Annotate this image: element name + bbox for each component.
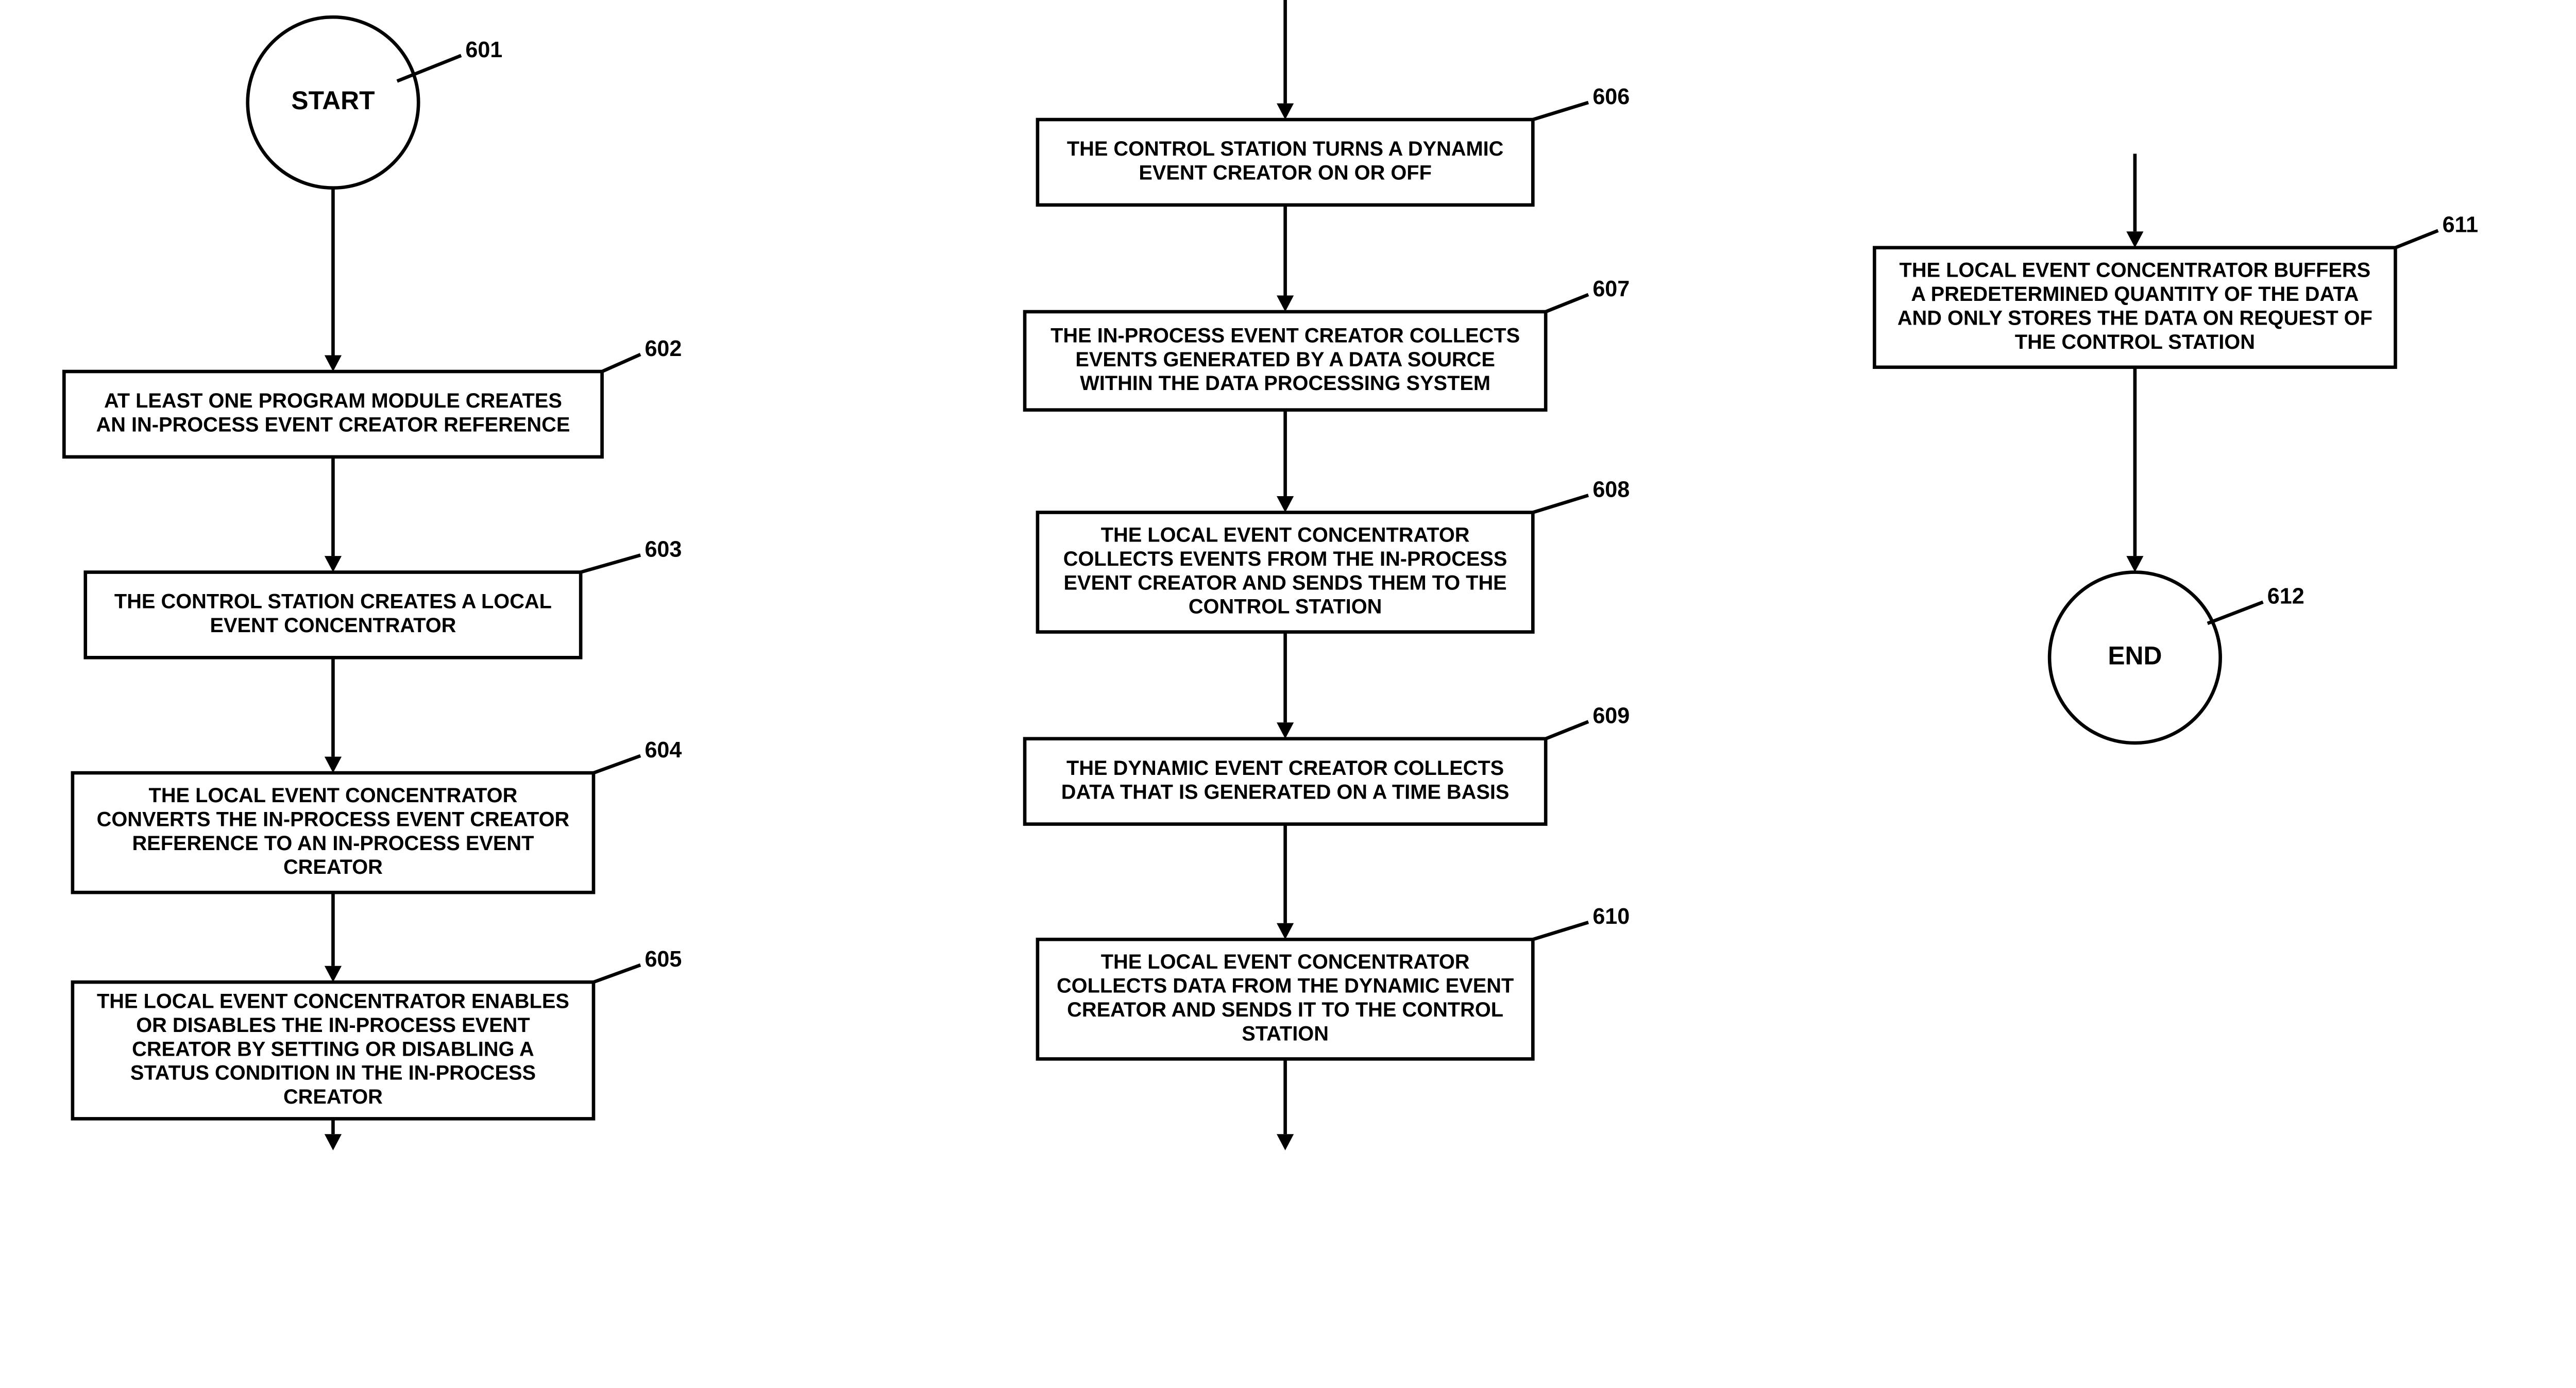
flow-box-text: COLLECTS DATA FROM THE DYNAMIC EVENT [1057, 975, 1514, 997]
ref-label-text: 602 [645, 336, 682, 361]
flow-box-text: STATION [1242, 1022, 1329, 1045]
flow-box-text: THE CONTROL STATION TURNS A DYNAMIC [1067, 138, 1504, 160]
ref-label-text: 611 [2443, 213, 2479, 238]
flow-box-text: STATUS CONDITION IN THE IN-PROCESS [130, 1062, 536, 1085]
flow-box-text: EVENT CREATOR ON OR OFF [1139, 162, 1432, 184]
flow-box-text: THE DYNAMIC EVENT CREATOR COLLECTS [1066, 757, 1504, 780]
flow-box-text: AN IN-PROCESS EVENT CREATOR REFERENCE [96, 414, 570, 436]
flow-box-text: THE IN-PROCESS EVENT CREATOR COLLECTS [1050, 324, 1520, 347]
ref-label-text: 603 [645, 537, 682, 562]
flowchart-root: AT LEAST ONE PROGRAM MODULE CREATESAN IN… [0, 0, 2576, 1150]
flow-box-text: THE LOCAL EVENT CONCENTRATOR [149, 784, 518, 807]
flow-box-text: DATA THAT IS GENERATED ON A TIME BASIS [1061, 781, 1510, 803]
flow-box: THE LOCAL EVENT CONCENTRATOR ENABLESOR D… [73, 982, 594, 1119]
flow-box: THE LOCAL EVENT CONCENTRATORCOLLECTS DAT… [1038, 939, 1533, 1059]
flow-box: THE LOCAL EVENT CONCENTRATORCOLLECTS EVE… [1038, 513, 1533, 632]
ref-label-text: 606 [1592, 84, 1630, 109]
flow-box-text: THE LOCAL EVENT CONCENTRATOR ENABLES [97, 990, 569, 1012]
flow-box: THE CONTROL STATION TURNS A DYNAMICEVENT… [1038, 120, 1533, 205]
flow-box-text: CONTROL STATION [1189, 596, 1382, 618]
end-node: END [2049, 572, 2221, 743]
flow-box-text: CREATOR AND SENDS IT TO THE CONTROL [1067, 998, 1503, 1021]
flow-box: THE IN-PROCESS EVENT CREATOR COLLECTSEVE… [1025, 312, 1546, 410]
flow-box-text: A PREDETERMINED QUANTITY OF THE DATA [1911, 283, 2359, 306]
flow-box-text: THE CONTROL STATION [2015, 331, 2255, 353]
flow-box-text: COLLECTS EVENTS FROM THE IN-PROCESS [1063, 548, 1507, 570]
flow-box-text: REFERENCE TO AN IN-PROCESS EVENT [132, 832, 534, 855]
flow-box-text: EVENTS GENERATED BY A DATA SOURCE [1075, 348, 1495, 371]
flow-box-text: WITHIN THE DATA PROCESSING SYSTEM [1080, 372, 1490, 395]
flow-box-text: EVENT CREATOR AND SENDS THEM TO THE [1064, 571, 1507, 594]
flow-box-text: EVENT CONCENTRATOR [210, 614, 456, 637]
flow-box: THE CONTROL STATION CREATES A LOCALEVENT… [86, 572, 581, 658]
flow-box: AT LEAST ONE PROGRAM MODULE CREATESAN IN… [64, 371, 602, 457]
flow-box-text: THE LOCAL EVENT CONCENTRATOR [1101, 951, 1470, 973]
flow-box-text: THE LOCAL EVENT CONCENTRATOR [1101, 523, 1470, 546]
flow-box-text: AND ONLY STORES THE DATA ON REQUEST OF [1897, 307, 2372, 329]
flow-box-text: AT LEAST ONE PROGRAM MODULE CREATES [104, 390, 562, 412]
flow-box: THE DYNAMIC EVENT CREATOR COLLECTSDATA T… [1025, 739, 1546, 824]
flow-box-text: CREATOR [283, 856, 383, 878]
flow-box-text: OR DISABLES THE IN-PROCESS EVENT [136, 1014, 530, 1037]
ref-label-text: 610 [1592, 904, 1630, 929]
flow-box-text: CONVERTS THE IN-PROCESS EVENT CREATOR [97, 808, 570, 831]
ref-label-text: 607 [1592, 277, 1630, 301]
ref-label-text: 612 [2267, 584, 2304, 609]
flow-box: THE LOCAL EVENT CONCENTRATORCONVERTS THE… [73, 773, 594, 892]
node-text: END [2108, 641, 2162, 670]
flow-box-text: THE CONTROL STATION CREATES A LOCAL [114, 590, 552, 613]
flow-box: THE LOCAL EVENT CONCENTRATOR BUFFERSA PR… [1874, 248, 2395, 367]
ref-label-text: 601 [465, 38, 502, 62]
flow-box-text: THE LOCAL EVENT CONCENTRATOR BUFFERS [1900, 259, 2371, 282]
node-text: START [291, 86, 375, 115]
start-node: START [248, 17, 419, 188]
ref-label-text: 608 [1592, 477, 1630, 502]
ref-label-text: 609 [1592, 704, 1630, 729]
flow-box-text: CREATOR BY SETTING OR DISABLING A [132, 1038, 534, 1060]
ref-label-text: 604 [645, 738, 682, 763]
flow-box-text: CREATOR [283, 1086, 383, 1108]
flowchart-svg: AT LEAST ONE PROGRAM MODULE CREATESAN IN… [0, 0, 2576, 1150]
ref-label-text: 605 [645, 947, 682, 972]
